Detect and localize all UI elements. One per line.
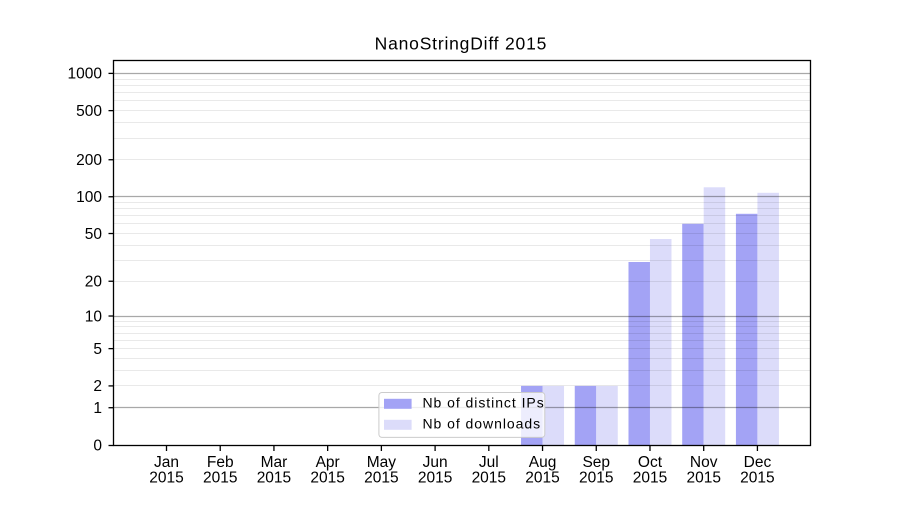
svg-text:5: 5 xyxy=(93,341,102,358)
svg-text:2015: 2015 xyxy=(525,469,559,486)
svg-text:2015: 2015 xyxy=(257,469,291,486)
svg-text:2: 2 xyxy=(93,378,102,395)
svg-text:Jun: Jun xyxy=(423,454,448,471)
svg-text:May: May xyxy=(367,454,397,471)
svg-text:100: 100 xyxy=(76,189,102,206)
svg-text:Oct: Oct xyxy=(638,454,663,471)
svg-text:Dec: Dec xyxy=(744,454,772,471)
svg-text:200: 200 xyxy=(76,152,102,169)
svg-text:Jan: Jan xyxy=(154,454,179,471)
svg-text:Sep: Sep xyxy=(582,454,610,471)
svg-text:2015: 2015 xyxy=(310,469,344,486)
svg-text:2015: 2015 xyxy=(418,469,452,486)
svg-text:2015: 2015 xyxy=(149,469,183,486)
svg-text:1000: 1000 xyxy=(68,66,103,83)
svg-text:2015: 2015 xyxy=(472,469,506,486)
svg-text:NanoStringDiff 2015: NanoStringDiff 2015 xyxy=(375,34,547,54)
svg-text:Nb of downloads: Nb of downloads xyxy=(423,415,542,431)
svg-text:Mar: Mar xyxy=(261,454,288,471)
svg-text:Aug: Aug xyxy=(529,454,557,471)
svg-text:20: 20 xyxy=(85,274,103,291)
svg-text:Feb: Feb xyxy=(207,454,234,471)
svg-text:Apr: Apr xyxy=(316,454,340,471)
svg-text:Nov: Nov xyxy=(690,454,718,471)
svg-text:2015: 2015 xyxy=(203,469,237,486)
svg-text:50: 50 xyxy=(85,226,103,243)
svg-text:0: 0 xyxy=(93,437,102,454)
svg-text:2015: 2015 xyxy=(686,469,720,486)
svg-text:1: 1 xyxy=(93,400,102,417)
svg-text:2015: 2015 xyxy=(740,469,774,486)
svg-text:Nb of distinct IPs: Nb of distinct IPs xyxy=(423,394,545,410)
svg-text:2015: 2015 xyxy=(364,469,398,486)
svg-text:500: 500 xyxy=(76,103,102,120)
svg-text:Jul: Jul xyxy=(479,454,499,471)
svg-text:2015: 2015 xyxy=(579,469,613,486)
svg-text:2015: 2015 xyxy=(633,469,667,486)
svg-text:10: 10 xyxy=(85,308,103,325)
